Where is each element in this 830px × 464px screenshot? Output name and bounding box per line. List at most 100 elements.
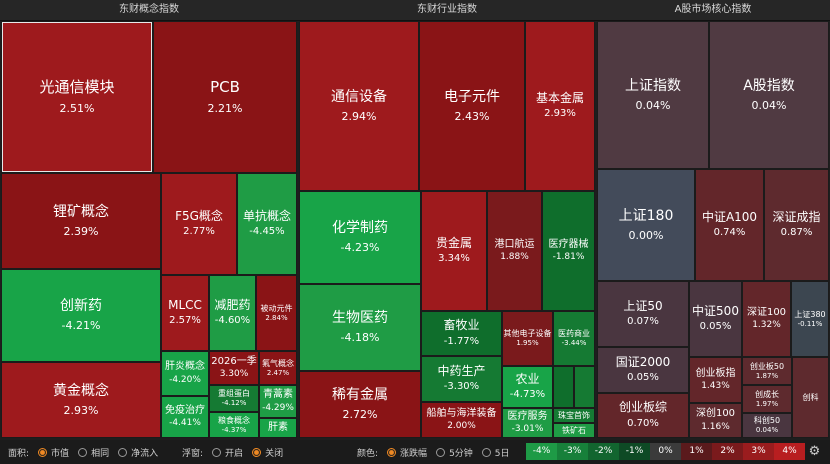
heatmap-tile-concept-4[interactable]: F5G概念 2.77% [161, 173, 237, 275]
heatmap-tile-industry-15[interactable]: 船舶与海洋装备 2.00% [421, 402, 502, 438]
legend-swatch: -4% [526, 443, 557, 460]
tile-name: 稀有金属 [332, 387, 388, 404]
legend-swatch: 3% [743, 443, 774, 460]
color-option-5day[interactable]: 5日 [494, 448, 510, 459]
heatmap-tile-industry-11[interactable]: 医药商业 -3.44% [553, 311, 595, 366]
heatmap-tile-index-8[interactable]: 深证100 1.32% [742, 281, 791, 357]
heatmap-tile-industry-12[interactable]: 中药生产 -3.30% [421, 356, 502, 402]
heatmap-tile-concept-7[interactable]: MLCC 2.57% [161, 275, 209, 351]
heatmap-tile-concept-13[interactable]: 氟气概念 2.47% [259, 351, 297, 385]
heatmap-tile-index-4[interactable]: 中证A100 0.74% [695, 169, 764, 281]
area-radio-equal[interactable] [78, 447, 88, 457]
float-option-off[interactable]: 关闭 [265, 448, 284, 459]
heatmap-tile-industry-9[interactable]: 畜牧业 -1.77% [421, 311, 502, 356]
tile-name: 农业 [515, 371, 540, 386]
tile-change: 2.51% [59, 101, 95, 115]
tile-change: -4.73% [509, 389, 546, 401]
heatmap-tile-industry-unlabeled-1[interactable] [553, 366, 574, 408]
heatmap-tile-concept-14[interactable]: 免疫治疗 -4.41% [161, 396, 209, 438]
heatmap-tile-index-6[interactable]: 上证50 0.07% [597, 281, 689, 347]
color-radio-5day[interactable] [481, 447, 491, 457]
area-radio-net-inflow[interactable] [118, 447, 128, 457]
tile-name: 上证180 [618, 207, 674, 224]
heatmap-tile-industry-18[interactable]: 铁矿石 [553, 423, 595, 438]
tile-name: F5G概念 [175, 208, 223, 223]
heatmap-tile-index-2[interactable]: A股指数 0.04% [709, 21, 829, 169]
tile-change: 1.95% [516, 339, 539, 348]
heatmap-tile-concept-3[interactable]: 锂矿概念 2.39% [1, 173, 161, 269]
heatmap-tile-industry-2[interactable]: 电子元件 2.43% [419, 21, 525, 191]
heatmap-tile-concept-12[interactable]: 2026一季 3.30% [209, 351, 259, 385]
heatmap-tile-index-13[interactable]: 创成长 1.97% [742, 385, 792, 413]
heatmap-tile-concept-18[interactable]: 肝素 [259, 418, 297, 438]
core-panel-title: A股市场核心指数 [596, 0, 830, 21]
heatmap-tile-concept-17[interactable]: 粮食概念 -4.37% [209, 412, 259, 438]
float-radio-on[interactable] [212, 447, 222, 457]
heatmap-tile-index-7[interactable]: 中证500 0.05% [689, 281, 742, 357]
tile-name: 深创100 [695, 408, 736, 420]
tile-name: 其他电子设备 [503, 329, 552, 339]
heatmap-tile-industry-1[interactable]: 通信设备 2.94% [299, 21, 419, 191]
heatmap-tile-concept-11[interactable]: 肝炎概念 -4.20% [161, 351, 209, 396]
heatmap-tile-industry-17[interactable]: 珠宝首饰 [553, 408, 595, 423]
heatmap-tile-industry-10[interactable]: 其他电子设备 1.95% [502, 311, 553, 366]
tile-name: 黄金概念 [53, 382, 109, 399]
heatmap-tile-index-16[interactable]: 创业板综 0.70% [597, 393, 689, 438]
heatmap-tile-concept-9[interactable]: 被动元件 2.84% [256, 275, 297, 351]
heatmap-tile-index-5[interactable]: 深证成指 0.87% [764, 169, 829, 281]
tile-change: -4.37% [221, 425, 247, 434]
area-option-market-cap[interactable]: 市值 [51, 448, 70, 459]
legend-swatch: 2% [712, 443, 743, 460]
heatmap-tile-concept-8[interactable]: 减肥药 -4.60% [209, 275, 256, 351]
area-radio-market-cap[interactable] [38, 447, 48, 457]
heatmap-tile-concept-1[interactable]: 光通信模块 2.51% [1, 21, 153, 173]
heatmap-tile-concept-6[interactable]: 创新药 -4.21% [1, 269, 161, 362]
heatmap-tile-index-12[interactable]: 创业板50 1.87% [742, 357, 792, 385]
heatmap-tile-concept-15[interactable]: 重组蛋白 -4.12% [209, 385, 259, 412]
tile-change: -4.21% [61, 319, 101, 333]
heatmap-tile-industry-4[interactable]: 化学制药 -4.23% [299, 191, 421, 284]
heatmap-tile-index-17[interactable]: 深创100 1.16% [689, 403, 742, 438]
float-radio-off[interactable] [252, 447, 262, 457]
heatmap-tile-index-3[interactable]: 上证180 0.00% [597, 169, 695, 281]
heatmap-tile-industry-13[interactable]: 农业 -4.73% [502, 366, 553, 408]
heatmap-tile-industry-unlabeled-2[interactable] [574, 366, 595, 408]
heatmap-tile-industry-7[interactable]: 医疗器械 -1.81% [542, 191, 595, 311]
heatmap-tile-industry-5[interactable]: 贵金属 3.34% [421, 191, 487, 311]
tile-change: -1.77% [443, 335, 480, 347]
heatmap-tile-industry-16[interactable]: 医疗服务 -3.01% [502, 408, 553, 438]
heatmap-tile-index-9[interactable]: 上证380 -0.11% [791, 281, 829, 357]
heatmap-control-bar: 面积: 市值 相同 净流入 浮窗: 开启 关闭 颜色: 涨跌幅 5分钟 5日 -… [0, 440, 830, 464]
color-radio-5min[interactable] [436, 447, 446, 457]
color-radio-change[interactable] [387, 447, 397, 457]
heatmap-tile-industry-14[interactable]: 稀有金属 2.72% [299, 371, 421, 438]
heatmap-tile-concept-2[interactable]: PCB 2.21% [153, 21, 297, 173]
area-option-equal[interactable]: 相同 [91, 448, 110, 459]
area-option-net-inflow[interactable]: 净流入 [131, 448, 159, 459]
heatmap-tile-industry-8[interactable]: 生物医药 -4.18% [299, 284, 421, 371]
heatmap-tile-index-14[interactable]: 科创50 0.04% [742, 413, 792, 438]
heatmap-tile-index-15[interactable]: 创科 [792, 357, 829, 438]
tile-name: 中证A100 [701, 209, 758, 224]
float-option-on[interactable]: 开启 [225, 448, 244, 459]
heatmap-tile-concept-5[interactable]: 单抗概念 -4.45% [237, 173, 297, 275]
tile-change: -3.44% [561, 339, 587, 348]
color-option-5min[interactable]: 5分钟 [449, 448, 473, 459]
heatmap-tile-industry-6[interactable]: 港口航运 1.88% [487, 191, 542, 311]
heatmap-tile-index-1[interactable]: 上证指数 0.04% [597, 21, 709, 169]
gear-icon[interactable]: ⚙ [808, 444, 821, 459]
tile-change: 1.16% [701, 421, 730, 432]
color-option-change[interactable]: 涨跌幅 [400, 448, 428, 459]
heatmap-tile-concept-16[interactable]: 青蒿素 -4.29% [259, 385, 297, 418]
tile-change: 2.84% [265, 313, 288, 322]
heatmap-tile-concept-10[interactable]: 黄金概念 2.93% [1, 362, 161, 438]
tile-name: 医疗器械 [548, 238, 589, 250]
tile-name: MLCC [168, 297, 202, 312]
tile-change: 0.07% [627, 316, 659, 328]
tile-name: 肝素 [268, 422, 288, 434]
heatmap-tile-industry-3[interactable]: 基本金属 2.93% [525, 21, 595, 191]
color-mode-group: 颜色: 涨跌幅 5分钟 5日 [357, 440, 510, 464]
heatmap-tile-index-10[interactable]: 国证2000 0.05% [597, 347, 689, 393]
heatmap-tile-index-11[interactable]: 创业板指 1.43% [689, 357, 742, 403]
tile-name: 青蒿素 [263, 389, 293, 401]
